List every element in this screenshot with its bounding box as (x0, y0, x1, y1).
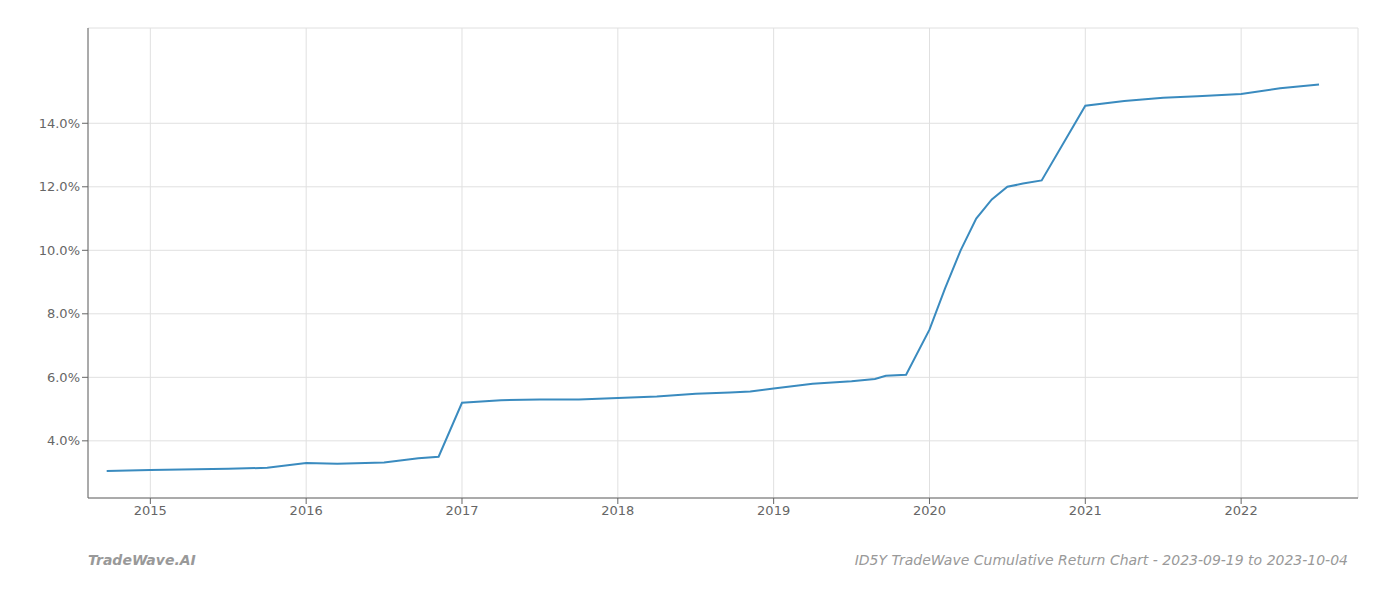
svg-text:2021: 2021 (1069, 503, 1102, 518)
html-text:ID5Y TradeWave Cumulative Retu: ID5Y TradeWave Cumulative Return Chart -… (854, 552, 1348, 568)
svg-text:2017: 2017 (445, 503, 478, 518)
svg-text:2018: 2018 (601, 503, 634, 518)
svg-text:2016: 2016 (290, 503, 323, 518)
svg-text:12.0%: 12.0% (39, 179, 80, 194)
svg-text:2015: 2015 (134, 503, 167, 518)
svg-text:2022: 2022 (1225, 503, 1258, 518)
svg-text:10.0%: 10.0% (39, 243, 80, 258)
svg-text:6.0%: 6.0% (47, 370, 80, 385)
svg-text:4.0%: 4.0% (47, 433, 80, 448)
svg-text:2020: 2020 (913, 503, 946, 518)
html-text:TradeWave.AI: TradeWave.AI (88, 552, 196, 568)
svg-text:14.0%: 14.0% (39, 116, 80, 131)
svg-text:8.0%: 8.0% (47, 306, 80, 321)
svg-text:2019: 2019 (757, 503, 790, 518)
